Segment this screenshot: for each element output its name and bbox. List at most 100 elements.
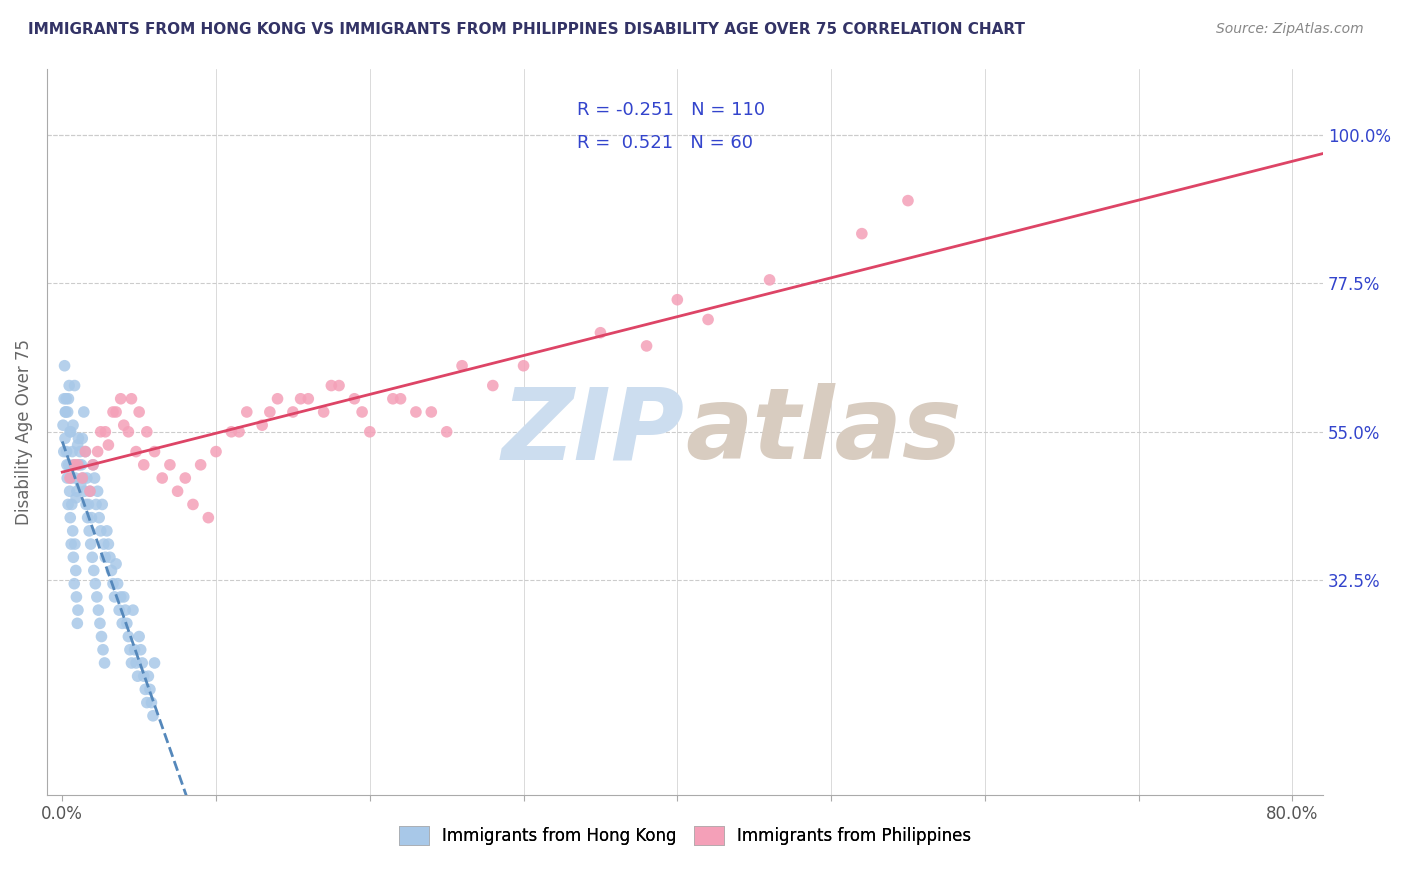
Point (60, 444, 83, 458)
Point (75, 498, 97, 512)
Point (120, 656, 142, 670)
Point (55, 405, 77, 419)
Point (73, 405, 96, 419)
Point (59, 425, 82, 439)
Point (62, 524, 84, 538)
Point (98, 550, 121, 565)
Point (93, 537, 115, 551)
Point (66, 603, 89, 617)
Legend: Immigrants from Hong Kong, Immigrants from Philippines: Immigrants from Hong Kong, Immigrants fr… (392, 820, 977, 852)
Point (101, 576, 124, 591)
Point (63, 378, 86, 392)
Point (134, 682, 156, 697)
Point (65, 590, 87, 604)
Point (66, 438, 89, 452)
Point (389, 392, 412, 406)
Point (112, 590, 135, 604)
Point (91, 642, 114, 657)
Point (56, 498, 79, 512)
Point (72, 431, 94, 445)
Point (636, 339, 658, 353)
Point (117, 425, 139, 439)
Point (69, 477, 91, 491)
Point (66, 616, 89, 631)
Point (83, 471, 105, 485)
Point (343, 392, 366, 406)
Point (63, 537, 86, 551)
Point (159, 458, 181, 472)
Point (53, 359, 76, 373)
Point (67, 431, 90, 445)
Point (84, 498, 107, 512)
Point (132, 458, 155, 472)
Point (114, 603, 136, 617)
Point (59, 510, 82, 524)
Point (405, 405, 427, 419)
Point (60, 471, 83, 485)
Point (59, 471, 82, 485)
Point (851, 227, 873, 241)
Point (53, 392, 76, 406)
Point (82, 458, 104, 472)
Point (73, 484, 96, 499)
Point (107, 576, 129, 591)
Point (53, 431, 76, 445)
Point (129, 642, 152, 657)
Text: R = -0.251   N = 110: R = -0.251 N = 110 (576, 101, 765, 120)
Point (359, 425, 381, 439)
Point (589, 326, 612, 340)
Y-axis label: Disability Age Over 75: Disability Age Over 75 (15, 339, 32, 524)
Point (482, 378, 505, 392)
Point (79, 484, 101, 499)
Point (105, 405, 128, 419)
Point (112, 418, 135, 433)
Point (181, 498, 204, 512)
Point (697, 312, 720, 326)
Point (512, 359, 534, 373)
Point (55, 392, 77, 406)
Point (132, 669, 155, 683)
Point (110, 590, 132, 604)
Point (122, 603, 145, 617)
Point (108, 603, 131, 617)
Point (67, 458, 90, 472)
Point (166, 484, 188, 499)
Point (77, 498, 100, 512)
Point (103, 590, 125, 604)
Point (76, 471, 98, 485)
Point (56, 471, 79, 485)
Point (65, 471, 87, 485)
Point (97, 438, 120, 452)
Point (60, 537, 83, 551)
Point (52, 418, 75, 433)
Point (62, 418, 84, 433)
Point (100, 564, 122, 578)
Point (56, 405, 79, 419)
Point (90, 425, 112, 439)
Point (135, 425, 157, 439)
Point (59, 484, 82, 499)
Point (82, 458, 104, 472)
Point (141, 696, 163, 710)
Point (84, 576, 107, 591)
Point (72, 471, 94, 485)
Point (89, 616, 111, 631)
Point (83, 564, 105, 578)
Point (451, 359, 474, 373)
Point (436, 425, 458, 439)
Point (120, 392, 142, 406)
Point (125, 444, 148, 458)
Point (82, 550, 104, 565)
Point (143, 656, 166, 670)
Text: atlas: atlas (685, 384, 962, 480)
Point (236, 405, 259, 419)
Point (666, 293, 689, 307)
Point (221, 425, 243, 439)
Point (266, 392, 288, 406)
Point (86, 590, 108, 604)
Point (174, 471, 197, 485)
Point (125, 656, 148, 670)
Point (80, 537, 103, 551)
Point (59, 425, 82, 439)
Point (281, 405, 304, 419)
